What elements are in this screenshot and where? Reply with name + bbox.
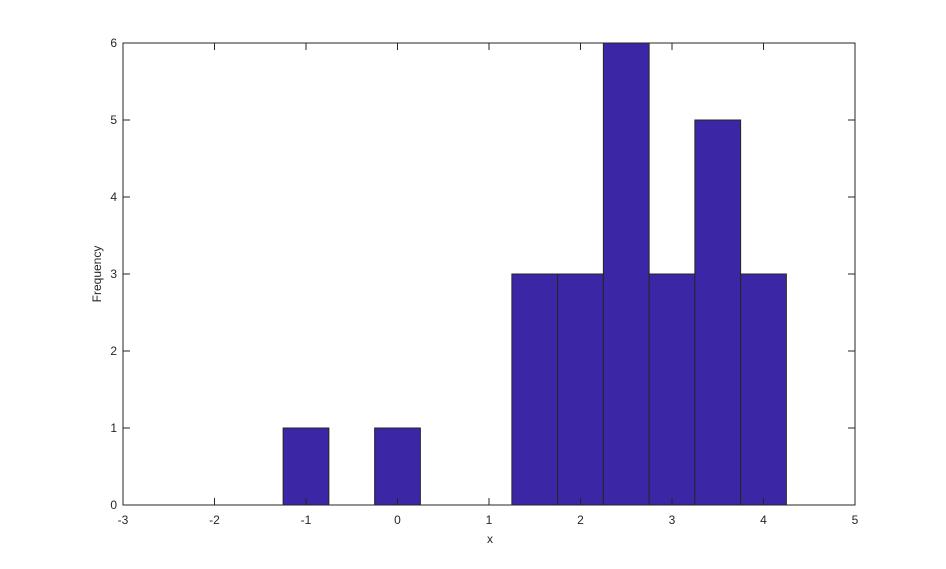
bar — [374, 427, 421, 506]
y-axis-label: Frequency — [90, 246, 104, 303]
x-tick-label: 2 — [577, 513, 584, 527]
x-tick-label: 5 — [852, 513, 859, 527]
y-tick-label: 0 — [110, 498, 117, 512]
bar — [511, 273, 559, 506]
y-tick-label: 3 — [110, 267, 117, 281]
y-tick-label: 6 — [110, 36, 117, 50]
x-tick-label: -3 — [118, 513, 129, 527]
x-tick-label: 1 — [486, 513, 493, 527]
y-tick-label: 2 — [110, 344, 117, 358]
y-tick-label: 5 — [110, 113, 117, 127]
bar — [648, 273, 696, 506]
bar — [282, 427, 330, 506]
bar — [740, 273, 787, 506]
bar — [694, 119, 742, 506]
x-tick-label: 4 — [760, 513, 767, 527]
y-tick-label: 4 — [110, 190, 117, 204]
x-axis-label: x — [487, 532, 493, 546]
bar — [602, 42, 650, 506]
bar — [557, 273, 604, 506]
y-tick-label: 1 — [110, 421, 117, 435]
x-tick-label: -2 — [209, 513, 220, 527]
x-tick-label: 0 — [394, 513, 401, 527]
x-tick-label: -1 — [301, 513, 312, 527]
x-tick-label: 3 — [669, 513, 676, 527]
